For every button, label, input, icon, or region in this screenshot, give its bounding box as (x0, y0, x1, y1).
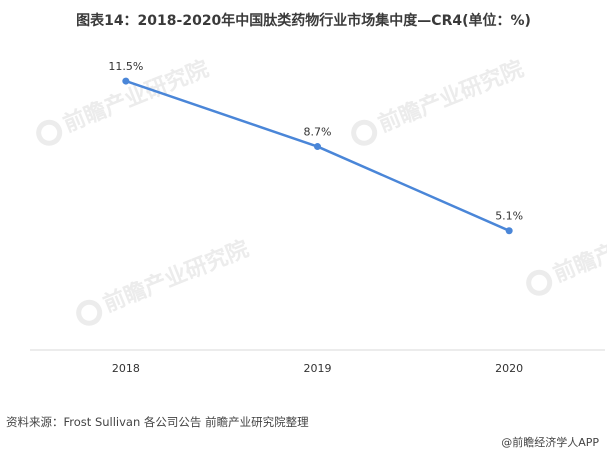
chart-title: 图表14：2018-2020年中国肽类药物行业市场集中度—CR4(单位：%) (76, 13, 531, 29)
x-tick-label: 2018 (112, 362, 140, 375)
data-label: 5.1% (495, 210, 523, 223)
data-label: 11.5% (108, 60, 143, 73)
data-point (505, 227, 513, 235)
brand-credit: @前瞻经济学人APP (501, 436, 599, 449)
x-tick-label: 2020 (495, 362, 523, 375)
data-point (314, 143, 321, 151)
x-tick-label: 2019 (304, 362, 332, 375)
source-note: 资料来源：Frost Sullivan 各公司公告 前瞻产业研究院整理 (6, 415, 309, 429)
data-point (122, 77, 130, 85)
data-label: 8.7% (304, 126, 332, 139)
series-line (124, 79, 511, 232)
